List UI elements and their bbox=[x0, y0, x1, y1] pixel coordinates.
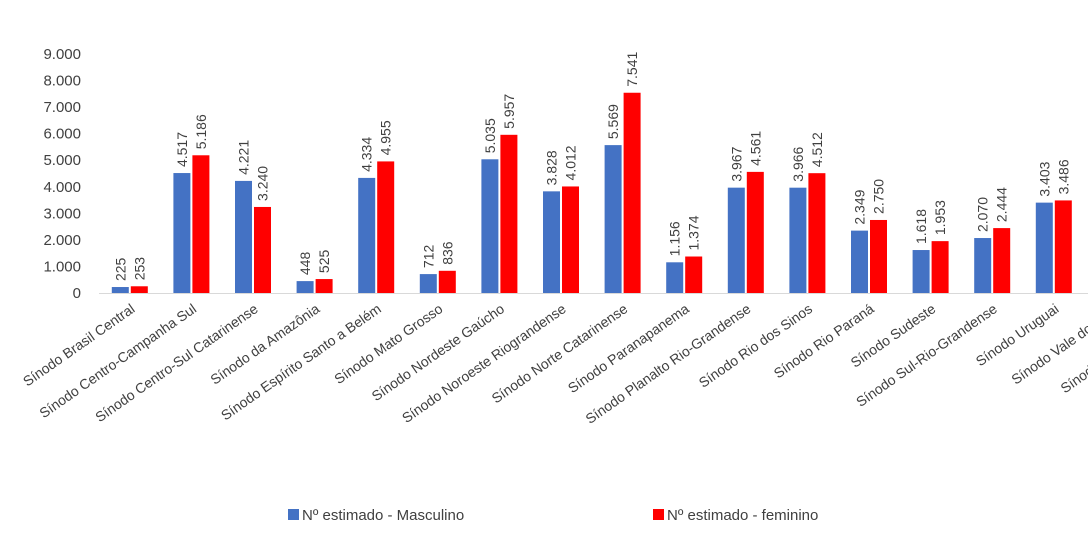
legend-swatch-feminino bbox=[653, 509, 664, 520]
data-label: 5.035 bbox=[482, 118, 498, 153]
legend: Nº estimado - Masculino Nº estimado - fem… bbox=[288, 507, 818, 524]
bar-masculino-sinodo-da-amazonia bbox=[296, 281, 314, 293]
y-tick-label: 0 bbox=[73, 285, 81, 302]
y-tick-label: 4.000 bbox=[43, 179, 81, 196]
data-label: 2.444 bbox=[994, 187, 1010, 222]
bar-feminino-sinodo-centro-sul-catarinense bbox=[254, 206, 271, 293]
bar-feminino-sinodo-rio-parana bbox=[870, 219, 887, 293]
data-label: 1.953 bbox=[932, 200, 948, 235]
y-tick-label: 3.000 bbox=[43, 205, 81, 222]
bar-masculino-sinodo-nordeste-gaucho bbox=[481, 159, 499, 293]
bar-masculino-sinodo-sudeste bbox=[912, 250, 930, 293]
y-tick-label: 2.000 bbox=[43, 232, 81, 249]
bar-feminino-sinodo-rio-dos-sinos bbox=[808, 173, 826, 293]
bar-masculino-sinodo-noroeste-riograndense bbox=[543, 191, 560, 293]
data-label: 2.349 bbox=[852, 189, 868, 224]
data-label: 4.012 bbox=[563, 145, 579, 180]
bar-masculino-sinodo-centro-campanha-sul bbox=[173, 173, 191, 293]
x-category-label: Sínodo da Amazônia bbox=[207, 300, 322, 387]
y-tick-label: 1.000 bbox=[43, 258, 81, 275]
bar-feminino-sinodo-centro-campanha-sul bbox=[192, 155, 210, 293]
bar-masculino-sinodo-rio-dos-sinos bbox=[789, 187, 807, 293]
x-category-label: Sínodo Brasil Central bbox=[20, 300, 138, 389]
y-tick-label: 6.000 bbox=[43, 126, 81, 143]
bar-masculino-sinodo-centro-sul-catarinense bbox=[235, 180, 252, 293]
legend-label-masculino: Nº estimado - Masculino bbox=[302, 507, 464, 524]
bar-masculino-sinodo-sul-rio-grandense bbox=[974, 238, 992, 293]
x-category-label: Sínodo Rio Paraná bbox=[771, 300, 877, 381]
data-label: 448 bbox=[297, 252, 313, 276]
bar-feminino-sinodo-sudeste bbox=[931, 241, 949, 293]
y-tick-label: 5.000 bbox=[43, 152, 81, 169]
data-label: 1.374 bbox=[686, 215, 702, 250]
data-label: 4.517 bbox=[174, 132, 190, 167]
bar-feminino-sinodo-planalto-rio-grandense bbox=[746, 171, 764, 293]
bar-masculino-sinodo-espirito-santo-a-belem bbox=[358, 177, 376, 293]
data-label: 5.569 bbox=[605, 104, 621, 139]
bar-feminino-sinodo-uruguai bbox=[1054, 200, 1072, 293]
data-label: 253 bbox=[131, 257, 147, 281]
data-label: 4.561 bbox=[747, 131, 763, 166]
bar-masculino-sinodo-rio-parana bbox=[851, 230, 868, 293]
bar-feminino-sinodo-sul-rio-grandense bbox=[993, 228, 1011, 293]
data-label: 7.541 bbox=[624, 51, 640, 86]
bar-masculino-sinodo-uruguai bbox=[1035, 202, 1053, 293]
data-label: 3.828 bbox=[544, 150, 560, 185]
bar-feminino-sinodo-paranapanema bbox=[685, 256, 703, 293]
x-category-label: Sínodo Rio dos Sinos bbox=[696, 300, 815, 390]
data-label: 2.750 bbox=[871, 179, 887, 214]
bar-masculino-sinodo-norte-catarinense bbox=[604, 145, 622, 293]
y-axis-ticks: 0 1.000 2.000 3.000 4.000 5.000 6.000 7.000 8.00… bbox=[43, 46, 81, 302]
bar-feminino-sinodo-noroeste-riograndense bbox=[562, 186, 579, 293]
bar-masculino-sinodo-planalto-rio-grandense bbox=[727, 187, 745, 293]
data-label: 712 bbox=[420, 245, 436, 269]
bar-feminino-sinodo-da-amazonia bbox=[315, 279, 333, 293]
data-label: 525 bbox=[316, 249, 332, 273]
y-tick-label: 8.000 bbox=[43, 73, 81, 90]
bar-masculino-sinodo-brasil-central bbox=[111, 287, 129, 293]
data-label: 225 bbox=[112, 257, 128, 281]
data-label: 4.512 bbox=[809, 132, 825, 167]
data-label: 1.618 bbox=[913, 209, 929, 244]
data-label: 3.403 bbox=[1036, 161, 1052, 196]
data-label: 3.240 bbox=[255, 166, 271, 201]
bar-masculino-sinodo-mato-grosso bbox=[419, 274, 437, 293]
legend-label-feminino: Nº estimado - feminino bbox=[667, 507, 818, 524]
data-label: 3.486 bbox=[1055, 159, 1071, 194]
data-label: 3.967 bbox=[728, 146, 744, 181]
bar-feminino-sinodo-mato-grosso bbox=[438, 270, 456, 293]
data-label: 1.156 bbox=[667, 221, 683, 256]
data-label: 2.070 bbox=[975, 197, 991, 232]
y-tick-label: 9.000 bbox=[43, 46, 81, 63]
data-label: 836 bbox=[439, 241, 455, 265]
legend-swatch-masculino bbox=[288, 509, 299, 520]
bars-layer bbox=[111, 92, 1072, 293]
data-label: 5.186 bbox=[193, 114, 209, 149]
data-label: 4.955 bbox=[378, 120, 394, 155]
data-label: 4.334 bbox=[359, 137, 375, 172]
data-label: 5.957 bbox=[501, 94, 517, 129]
y-tick-label: 7.000 bbox=[43, 99, 81, 116]
bar-feminino-sinodo-norte-catarinense bbox=[623, 92, 641, 293]
bar-masculino-sinodo-paranapanema bbox=[666, 262, 684, 293]
data-label: 3.966 bbox=[790, 146, 806, 181]
x-category-label: Sínodo Mato Grosso bbox=[331, 300, 446, 387]
bar-feminino-sinodo-brasil-central bbox=[130, 286, 148, 293]
data-label: 4.221 bbox=[236, 140, 252, 175]
bar-feminino-sinodo-nordeste-gaucho bbox=[500, 134, 518, 293]
bar-feminino-sinodo-espirito-santo-a-belem bbox=[377, 161, 395, 293]
